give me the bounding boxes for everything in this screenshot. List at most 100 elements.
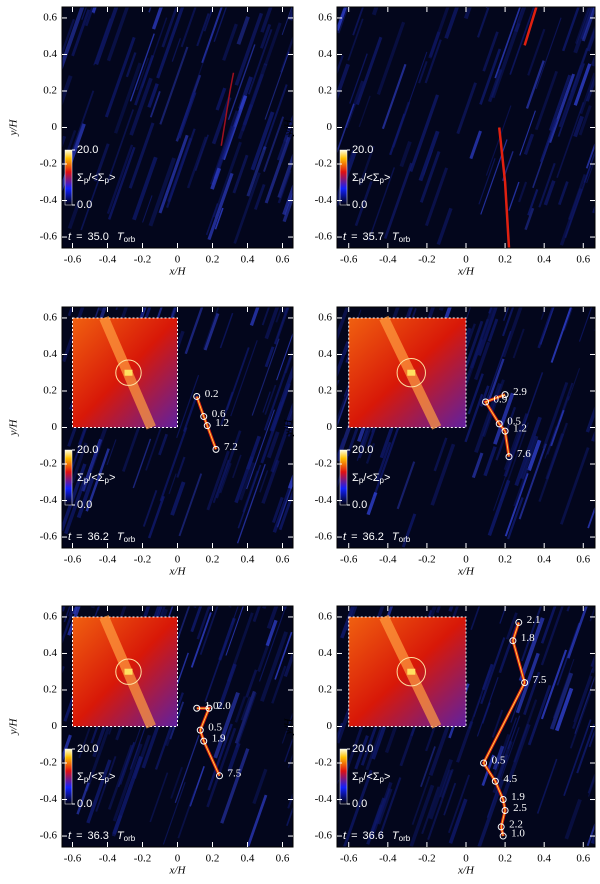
time-equals: =	[76, 531, 82, 543]
colorbar-label: Σp/<Σp>	[77, 472, 115, 485]
clump	[200, 737, 208, 745]
streak	[587, 507, 595, 529]
streak	[492, 745, 505, 771]
streak	[557, 63, 585, 137]
streak	[262, 391, 271, 413]
filament	[220, 72, 235, 146]
clump-mass: 1.9	[212, 733, 226, 745]
time-symbol: t	[343, 830, 347, 842]
streak	[271, 665, 287, 704]
y-tick-label: 0	[52, 121, 58, 133]
x-tick-label: -0.2	[418, 554, 435, 566]
streak	[94, 7, 119, 66]
streak	[231, 606, 239, 626]
streak	[264, 51, 290, 120]
clump-mass: 2.9	[513, 386, 527, 398]
streak	[349, 53, 368, 104]
colorbar-tick-label: 0.0	[352, 199, 367, 211]
streak	[549, 672, 574, 730]
streak	[441, 307, 452, 328]
streak	[428, 758, 453, 820]
colorbar-label-part: p	[84, 476, 89, 485]
streak	[264, 136, 291, 204]
clump-mass: 2.1	[527, 614, 541, 626]
streak	[177, 788, 197, 839]
y-tick-label: -0.6	[315, 531, 333, 543]
streak	[520, 606, 543, 662]
streak	[62, 129, 77, 172]
streak	[113, 62, 142, 134]
streak	[482, 31, 499, 72]
time-equals: =	[351, 830, 357, 842]
streak	[283, 113, 293, 143]
clump	[515, 618, 523, 626]
time-unit: T	[392, 830, 400, 842]
clump	[501, 427, 509, 435]
streak	[420, 746, 436, 788]
streak	[166, 128, 196, 208]
clump-mass: 7.6	[517, 448, 531, 460]
y-tick-label: -0.2	[315, 158, 332, 170]
streak	[106, 439, 117, 466]
streak	[282, 183, 293, 216]
streak	[404, 307, 414, 321]
x-tick-label: -0.6	[64, 254, 82, 266]
colorbar-label-part: Σ	[352, 771, 359, 783]
y-tick-label: -0.4	[315, 793, 333, 805]
streak	[313, 726, 333, 785]
streak	[464, 393, 484, 443]
streak	[190, 606, 203, 633]
streak	[454, 7, 457, 8]
clump	[509, 637, 517, 645]
streak	[232, 154, 249, 194]
streak	[147, 495, 165, 539]
y-axis-label: y/H	[283, 718, 295, 736]
streak	[491, 22, 521, 99]
streak	[249, 307, 260, 327]
streak	[586, 821, 595, 847]
x-tick-label: 0.4	[537, 554, 551, 566]
streak	[585, 74, 595, 102]
x-tick-label: -0.6	[340, 554, 358, 566]
streak	[527, 28, 546, 76]
streak	[491, 709, 504, 738]
streak	[128, 122, 155, 189]
streak	[67, 200, 81, 230]
y-tick-label: -0.2	[40, 458, 57, 470]
streak	[170, 766, 184, 799]
x-tick-label: -0.2	[418, 853, 435, 865]
colorbar-label: Σp/<Σp>	[352, 771, 390, 784]
streak	[314, 566, 330, 611]
streak	[234, 690, 256, 744]
streak	[295, 114, 316, 173]
streak	[234, 456, 254, 504]
streak	[81, 7, 87, 21]
streak	[337, 307, 349, 342]
streak	[283, 649, 293, 678]
streak	[574, 674, 595, 735]
streak	[578, 307, 593, 342]
streak	[478, 158, 496, 205]
streak	[277, 170, 292, 204]
streak	[129, 33, 155, 102]
streak	[354, 180, 373, 227]
streak	[572, 675, 593, 730]
time-unit: T	[117, 830, 125, 842]
streak	[159, 46, 189, 125]
streak	[150, 606, 161, 626]
y-tick-label: 0.2	[318, 85, 332, 97]
streak	[161, 7, 179, 48]
streak	[383, 162, 413, 239]
streak	[474, 341, 491, 381]
streak	[95, 756, 117, 812]
time-unit: T	[117, 231, 125, 243]
streak	[213, 692, 240, 759]
streak	[129, 77, 153, 136]
streak	[196, 606, 211, 640]
clump	[505, 453, 513, 461]
streak	[71, 9, 91, 57]
y-tick-label: 0	[327, 121, 333, 133]
streak	[493, 392, 515, 445]
streak	[234, 12, 264, 86]
colorbar-label: Σp/<Σp>	[352, 472, 390, 485]
